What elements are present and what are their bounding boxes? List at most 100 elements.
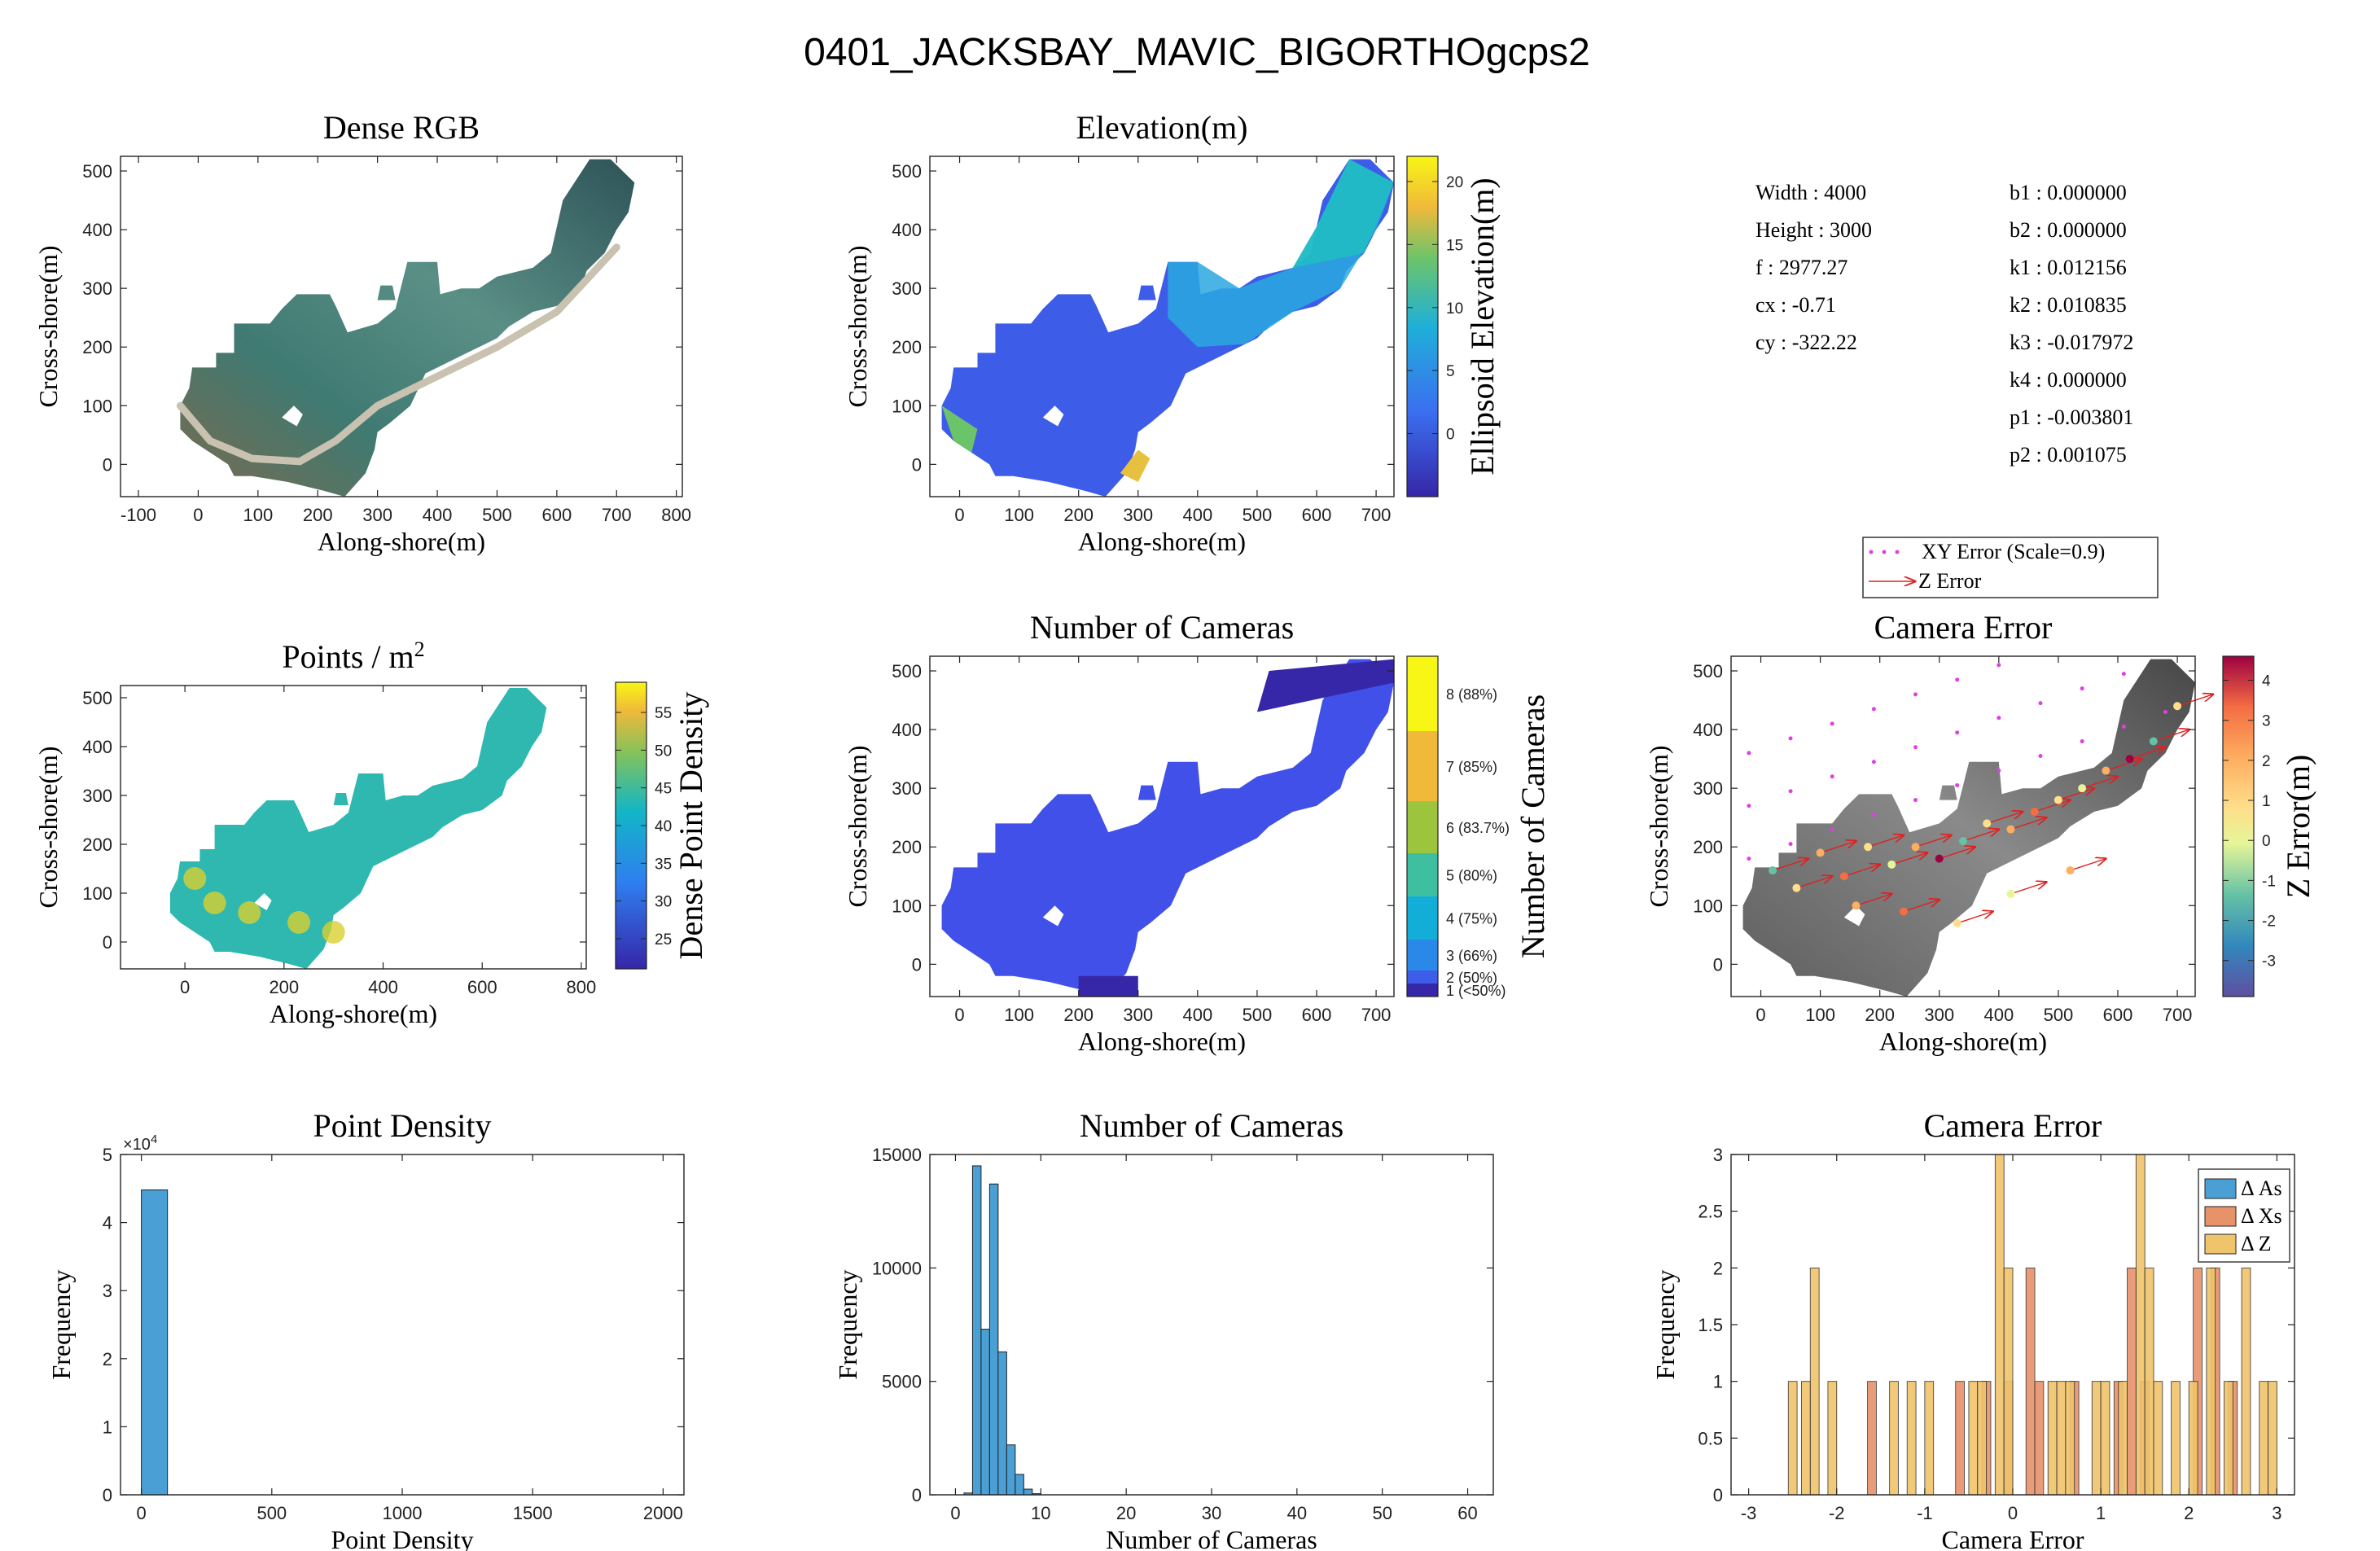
plot-area bbox=[121, 1154, 684, 1495]
colorbar-tick-label: 1 (<50%) bbox=[1446, 983, 1506, 999]
xy-error-legend-marker bbox=[1869, 550, 1900, 554]
camera-param-k3: k3 : -0.017972 bbox=[2010, 331, 2133, 354]
colorbar-tick-label: 4 (75%) bbox=[1446, 911, 1497, 927]
y-tick-label: 400 bbox=[1693, 720, 1723, 740]
camera-position-marker bbox=[2078, 784, 2087, 793]
histogram-bar bbox=[1809, 1267, 1820, 1496]
z-error-arrow bbox=[1987, 812, 2023, 825]
xy-error-dot bbox=[1996, 769, 2001, 773]
colorbar-tick-label: 0 bbox=[2262, 833, 2271, 850]
chart-title: Points / m2 bbox=[282, 637, 424, 676]
y-tick-label: 0 bbox=[912, 1485, 922, 1505]
xy-error-dot bbox=[2038, 754, 2043, 759]
x-tick-label: 500 bbox=[1243, 505, 1273, 525]
xy-error-dot bbox=[1913, 692, 1918, 697]
x-tick-label: 100 bbox=[243, 505, 273, 525]
title-superscript: 2 bbox=[414, 637, 425, 661]
x-tick-label: 0 bbox=[193, 505, 203, 525]
y-tick-label: 300 bbox=[892, 278, 922, 299]
y-tick-label: 4 bbox=[103, 1213, 112, 1233]
histogram-bar bbox=[980, 1329, 990, 1496]
xy-error-dot bbox=[1955, 677, 1960, 682]
camera-params-left: Width : 4000 Height : 3000 f : 2977.27 cx :… bbox=[1755, 181, 1872, 354]
axes-frame bbox=[120, 156, 683, 497]
histogram-bar bbox=[2224, 1381, 2233, 1496]
colorbar-tick-label: 25 bbox=[655, 931, 672, 949]
camera-position-marker bbox=[1887, 860, 1896, 869]
xy-error-dot bbox=[1788, 842, 1793, 847]
histogram-bar bbox=[1015, 1474, 1024, 1496]
density-hotspot bbox=[322, 921, 345, 944]
x-tick-label: 600 bbox=[467, 977, 497, 997]
xy-error-dot bbox=[1871, 813, 1876, 817]
colorbar-tick-label: 3 bbox=[2262, 713, 2271, 730]
histogram-bar bbox=[2025, 1267, 2036, 1496]
y-axis-label: Frequency bbox=[1650, 1269, 1680, 1379]
xy-error-dot bbox=[1747, 804, 1751, 808]
z-error-arrow bbox=[2034, 800, 2071, 813]
histogram-bar bbox=[1889, 1381, 1899, 1496]
axes-frame bbox=[929, 655, 1395, 997]
panel-camera-error-hist: -3 -2 -1 0 1 2 3 0 0.5 1 1.5 2 2.5 3 Camera Error Camer… bbox=[1650, 1107, 2295, 1551]
histogram-bar bbox=[988, 1183, 999, 1496]
colorbar-tick-label: 1 bbox=[2262, 793, 2271, 810]
legend-swatch bbox=[2204, 1233, 2237, 1255]
chart-title: Camera Error bbox=[1924, 1107, 2102, 1144]
histogram-bar bbox=[1977, 1381, 1988, 1496]
x-tick-label: 700 bbox=[1361, 1005, 1392, 1025]
camera-param-k4: k4 : 0.000000 bbox=[2010, 368, 2127, 392]
error-legend-frame bbox=[1862, 537, 2159, 598]
camera-position-marker bbox=[1935, 854, 1944, 863]
camera-position-marker bbox=[2125, 755, 2134, 764]
x-tick-label: 800 bbox=[567, 977, 597, 997]
z-error-arrow bbox=[1903, 900, 1940, 913]
histogram-bar bbox=[1968, 1381, 1979, 1496]
y-tick-label: 1 bbox=[1713, 1372, 1723, 1392]
camera-position-marker bbox=[1983, 819, 1992, 828]
y-tick-label: 400 bbox=[892, 720, 922, 740]
camera-count-surface bbox=[941, 659, 1394, 997]
z-error-arrow bbox=[2129, 747, 2166, 760]
chart-title: Dense RGB bbox=[323, 109, 480, 146]
x-tick-label: 300 bbox=[1123, 1005, 1153, 1025]
camera-position-marker bbox=[2053, 795, 2062, 804]
histogram-bar bbox=[971, 1165, 982, 1496]
chart-title: Number of Cameras bbox=[1030, 609, 1294, 646]
colorbar-tick-label: 0 bbox=[1446, 427, 1455, 444]
x-tick-label: 300 bbox=[1123, 505, 1153, 525]
y-tick-label: 100 bbox=[82, 396, 112, 416]
camera-param-b2: b2 : 0.000000 bbox=[2010, 218, 2127, 242]
camera-param-f: f : 2977.27 bbox=[1755, 256, 1847, 279]
x-tick-label: 700 bbox=[2163, 1005, 2193, 1025]
xy-error-dot bbox=[2121, 672, 2126, 677]
camera-position-marker bbox=[1899, 907, 1908, 916]
x-tick-label: 300 bbox=[362, 505, 392, 525]
colorbar-tick-label: 30 bbox=[655, 894, 672, 911]
z-error-arrow bbox=[1796, 876, 1832, 889]
histogram-bar bbox=[2171, 1381, 2181, 1496]
elevation-surface bbox=[941, 159, 1394, 497]
y-tick-label: 15000 bbox=[872, 1145, 922, 1165]
xy-error-dot bbox=[1830, 774, 1834, 779]
x-tick-label: 0 bbox=[180, 977, 190, 997]
z-error-arrow bbox=[1915, 835, 1952, 848]
x-tick-label: -1 bbox=[1917, 1503, 1933, 1523]
z-error-arrow bbox=[1867, 835, 1904, 848]
x-tick-label: 1000 bbox=[383, 1503, 423, 1523]
y-tick-label: 0 bbox=[1713, 954, 1723, 975]
camera-count-low-zone bbox=[1256, 659, 1394, 712]
y-tick-label: 0 bbox=[912, 454, 922, 475]
colorbar-tick-label: 2 bbox=[2262, 753, 2271, 770]
z-error-arrow bbox=[2106, 759, 2141, 772]
y-tick-label: 1 bbox=[103, 1417, 112, 1437]
chart-title: Elevation(m) bbox=[1076, 109, 1247, 146]
histogram-bar bbox=[1801, 1381, 1811, 1496]
x-tick-label: 20 bbox=[1116, 1503, 1136, 1523]
xy-error-dot bbox=[1996, 663, 2001, 668]
histogram-bar bbox=[2118, 1381, 2128, 1496]
y-tick-label: 200 bbox=[82, 835, 112, 855]
x-tick-label: 0 bbox=[954, 1005, 964, 1025]
camera-parameters: Width : 4000 Height : 3000 f : 2977.27 cx :… bbox=[1755, 181, 2133, 467]
x-tick-label: 200 bbox=[269, 977, 299, 997]
x-tick-label: 0 bbox=[950, 1503, 960, 1523]
